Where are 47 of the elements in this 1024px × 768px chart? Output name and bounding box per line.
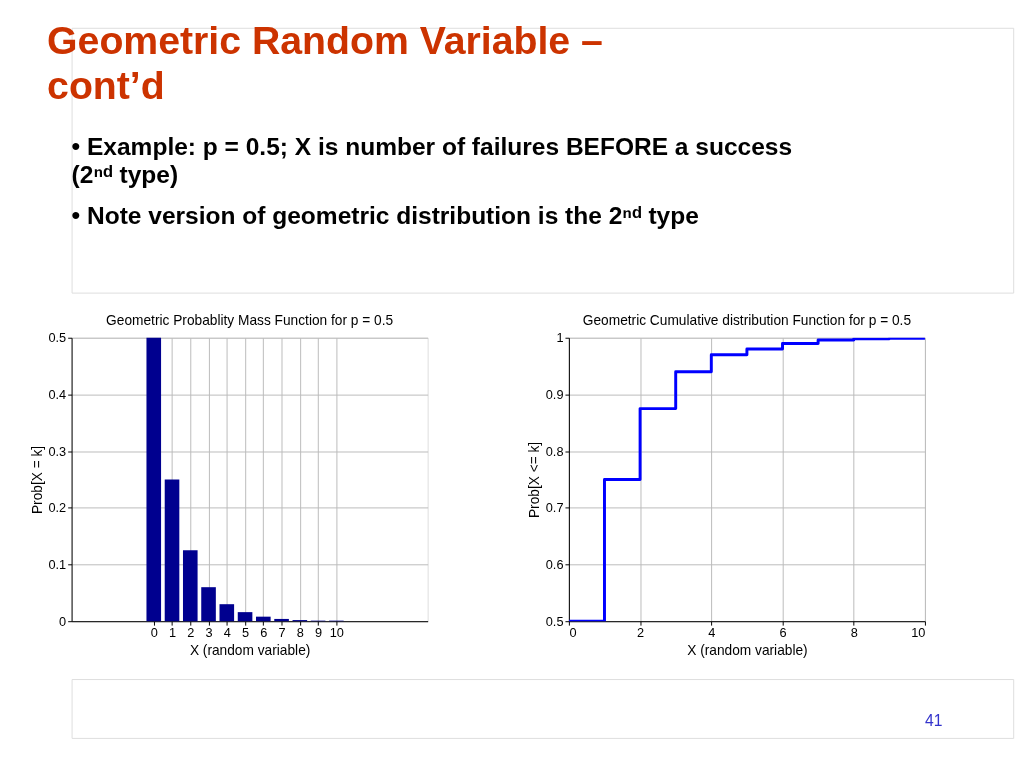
- x-tick-label: 2: [187, 625, 195, 641]
- y-tick-label: 0.5: [545, 613, 564, 629]
- x-tick-label: 7: [278, 625, 286, 641]
- x-tick-label: 2: [637, 625, 645, 641]
- y-tick-label: 0.5: [48, 330, 67, 346]
- y-tick-label: 0.8: [545, 443, 564, 459]
- bar: [164, 479, 180, 622]
- bar: [256, 616, 271, 622]
- bar: [274, 618, 289, 622]
- y-tick-label: 0.7: [545, 500, 564, 516]
- x-tick-label: 5: [242, 625, 250, 641]
- x-tick-label: 9: [315, 625, 323, 641]
- bar: [182, 550, 198, 622]
- text: 41: [924, 712, 943, 730]
- y-tick-label: 0.1: [48, 556, 67, 572]
- x-tick-label: 1: [168, 625, 177, 641]
- y-tick-label: 1: [556, 330, 564, 346]
- x-tick-label: 6: [260, 625, 268, 641]
- x-axis-title: X (random variable): [189, 643, 311, 659]
- x-tick-label: 10: [329, 625, 344, 641]
- x-tick-label: 8: [850, 625, 858, 641]
- y-axis-title: Prob[X <= k]: [526, 441, 542, 519]
- x-tick-label: 4: [708, 625, 716, 641]
- bar: [146, 337, 162, 622]
- text: • Example: p = 0.5; X is number of failures BEFORE a success (2ⁿᵈ type): [71, 133, 793, 189]
- y-tick-label: 0: [59, 613, 67, 629]
- bar: [201, 587, 216, 622]
- chart-title: Geometric Cumulative distribution Function for p = 0.5: [582, 312, 912, 328]
- y-tick-label: 0.9: [545, 386, 564, 402]
- y-tick-label: 0.3: [48, 443, 67, 459]
- y-tick-label: 0.4: [48, 386, 67, 402]
- text: Geometric Random Variable – cont’d: [47, 18, 603, 108]
- x-tick-label: 3: [205, 625, 213, 641]
- x-tick-label: 0: [150, 625, 158, 641]
- y-axis-title: Prob[X = k]: [29, 445, 45, 515]
- y-tick-label: 0.6: [545, 556, 564, 572]
- x-tick-label: 8: [296, 625, 304, 641]
- text: • Note version of geometric distribution is the 2ⁿᵈ type: [71, 201, 699, 229]
- bar: [219, 604, 235, 622]
- x-tick-label: 4: [223, 625, 231, 641]
- x-axis-title: X (random variable): [687, 643, 808, 659]
- y-tick-label: 0.2: [48, 500, 67, 516]
- x-tick-label: 0: [569, 625, 577, 641]
- x-tick-label: 10: [911, 625, 926, 641]
- chart-title: Geometric Probablity Mass Function for p = 0.5: [106, 312, 394, 328]
- bar: [237, 612, 253, 622]
- x-tick-label: 6: [779, 625, 787, 641]
